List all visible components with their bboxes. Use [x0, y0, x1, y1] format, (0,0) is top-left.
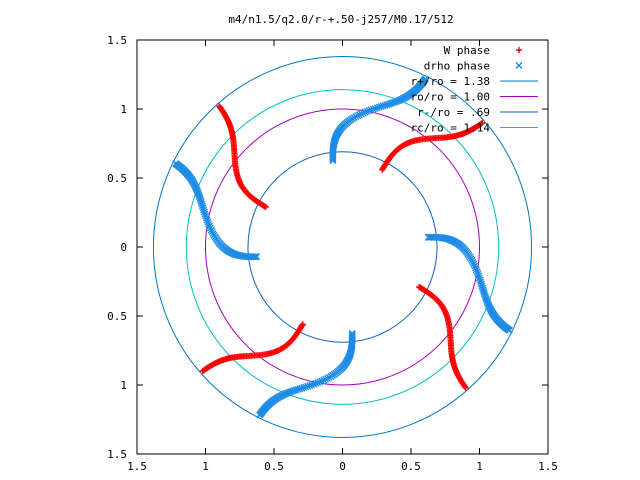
- drho-phase-point: [363, 107, 371, 115]
- drho-phase-point: [369, 105, 377, 113]
- w-phase-point: [216, 103, 223, 110]
- legend-label: W phase: [444, 44, 490, 57]
- drho-phase-point: [308, 381, 316, 389]
- legend-label: r-/ro = .69: [417, 106, 490, 119]
- drho-phase-point: [478, 282, 486, 290]
- legend-label: ro/ro = 1.00: [411, 91, 490, 104]
- y-tick-label: 0.5: [107, 172, 127, 185]
- drho-phase-point: [304, 382, 312, 390]
- reference-circle: [152, 56, 533, 438]
- drho-phase-point: [206, 224, 214, 232]
- drho-phase-point: [357, 110, 365, 118]
- drho-phase-point: [256, 411, 264, 419]
- drho-phase-point: [202, 212, 210, 220]
- x-tick-label: 0: [339, 460, 346, 473]
- drho-phase-point: [373, 104, 381, 112]
- y-tick-label: 1.5: [107, 448, 127, 461]
- reference-circle: [185, 89, 500, 405]
- reference-circle: [205, 108, 480, 386]
- drho-phase-point: [204, 218, 212, 226]
- drho-phase-point: [379, 102, 387, 110]
- y-tick-label: 0: [120, 241, 127, 254]
- axis-ticks: 1.5 1 0.5 0 0.5 1 1.51.510.500.511.5: [107, 34, 558, 473]
- legend: W phase drho phase r+/ro = 1.38 ro/ro = 1.0…: [411, 44, 538, 135]
- drho-phase-point: [470, 260, 478, 268]
- drho-phase-point: [355, 111, 363, 119]
- x-tick-label: 1: [202, 460, 209, 473]
- drho-phase-point: [200, 208, 208, 216]
- drho-phase-point: [472, 264, 480, 272]
- drho-phase-point: [316, 378, 324, 386]
- drho-phase-point: [298, 384, 306, 392]
- drho-phase-point: [202, 214, 210, 222]
- legend-marker: [516, 47, 522, 53]
- drho-phase-point: [477, 278, 485, 286]
- x-tick-label: 1: [476, 460, 483, 473]
- x-tick-label: 1.5: [538, 460, 558, 473]
- drho-phase-point: [310, 380, 318, 388]
- drho-phase-point: [205, 220, 213, 228]
- w-phase-point: [479, 119, 486, 126]
- drho-phase-point: [505, 326, 513, 334]
- drho-phase-point: [421, 75, 429, 83]
- legend-label: rc/ro = 1.14: [411, 122, 491, 135]
- phase-points: [172, 75, 513, 419]
- drho-phase-point: [300, 383, 308, 391]
- drho-phase-point: [377, 103, 385, 111]
- drho-phase-point: [367, 106, 375, 114]
- w-phase-point: [199, 368, 206, 375]
- drho-phase-point: [201, 210, 209, 218]
- drho-phase-point: [473, 268, 481, 276]
- y-tick-label: 0.5: [107, 310, 127, 323]
- drho-phase-point: [471, 262, 479, 270]
- drho-phase-point: [475, 274, 483, 282]
- reference-circle: [247, 151, 438, 343]
- drho-phase-point: [207, 226, 215, 234]
- drho-phase-point: [479, 284, 487, 292]
- drho-phase-point: [314, 379, 322, 387]
- drho-phase-point: [472, 266, 480, 274]
- reference-circles: [152, 56, 533, 438]
- drho-phase-point: [172, 160, 180, 168]
- legend-marker: [515, 62, 523, 69]
- x-tick-label: 0.5: [401, 460, 421, 473]
- drho-phase-point: [320, 376, 328, 384]
- drho-phase-point: [302, 383, 310, 391]
- w-phase-point: [462, 384, 469, 391]
- drho-phase-point: [312, 379, 320, 387]
- drho-phase-point: [306, 382, 314, 390]
- drho-phase-point: [474, 270, 482, 278]
- drho-phase-point: [203, 216, 211, 224]
- drho-phase-point: [375, 103, 383, 111]
- drho-phase-point: [200, 206, 208, 214]
- drho-phase-point: [361, 108, 369, 116]
- drho-phase-point: [475, 272, 483, 280]
- y-tick-label: 1.5: [107, 34, 127, 47]
- drho-phase-point: [205, 222, 213, 230]
- drho-phase-point: [359, 109, 367, 117]
- y-tick-label: 1: [120, 103, 127, 116]
- drho-phase-point: [318, 377, 326, 385]
- drho-phase-point: [199, 204, 207, 212]
- legend-label: r+/ro = 1.38: [411, 75, 490, 88]
- drho-phase-point: [476, 276, 484, 284]
- chart-title: m4/n1.5/q2.0/r-+.50-j257/M0.17/512: [228, 13, 453, 26]
- drho-phase-point: [365, 107, 373, 115]
- x-tick-label: 0.5: [264, 460, 284, 473]
- x-tick-label: 1.5: [127, 460, 147, 473]
- drho-phase-point: [477, 280, 485, 288]
- drho-phase-point: [198, 202, 206, 210]
- drho-phase-point: [371, 104, 379, 112]
- legend-label: drho phase: [424, 60, 490, 73]
- y-tick-label: 1: [120, 379, 127, 392]
